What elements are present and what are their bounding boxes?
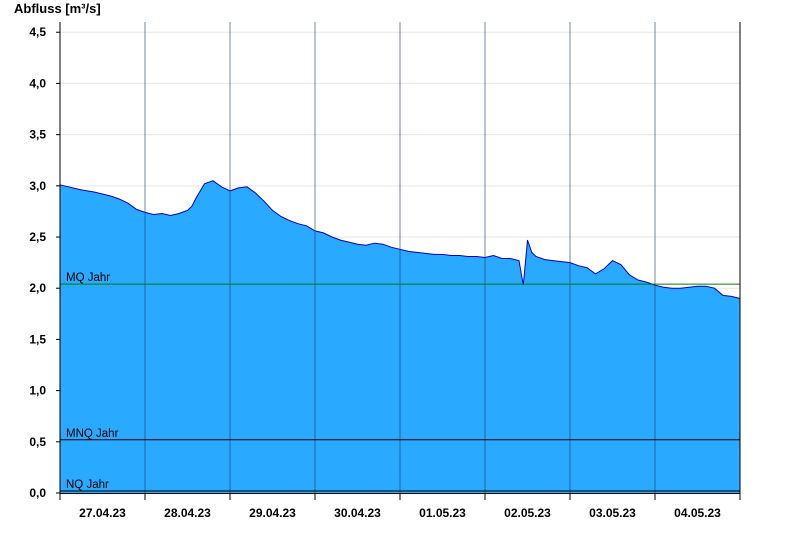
reference-label: NQ Jahr xyxy=(66,479,109,491)
day-dividers xyxy=(144,22,656,493)
discharge-line xyxy=(59,180,741,299)
x-tick-label: 27.04.23 xyxy=(79,506,126,520)
y-tick-label: 4,0 xyxy=(29,76,46,90)
y-tick-label: 2,0 xyxy=(29,281,46,295)
x-tick-label: 03.05.23 xyxy=(589,506,636,520)
x-tick-label: 28.04.23 xyxy=(164,506,211,520)
y-tick-label: 3,5 xyxy=(29,128,46,142)
y-tick-label: 4,5 xyxy=(29,25,46,39)
x-tick-label: 04.05.23 xyxy=(674,506,721,520)
x-tick-label: 29.04.23 xyxy=(249,506,296,520)
reference-label: MNQ Jahr xyxy=(66,428,119,440)
y-tick-label: 0,5 xyxy=(29,435,46,449)
y-axis-ticks: 0,0 0,5 1,0 1,5 2,0 2,5 3,0 3,5 4,0 4,5 xyxy=(29,25,60,500)
x-tick-label: 01.05.23 xyxy=(419,506,466,520)
x-axis-ticks: 27.04.23 28.04.23 29.04.23 30.04.23 01.05.23… xyxy=(59,493,741,520)
y-tick-label: 2,5 xyxy=(29,230,46,244)
chart-title: Abfluss [m³/s] xyxy=(14,1,101,16)
x-tick-label: 02.05.23 xyxy=(504,506,551,520)
y-tick-label: 1,5 xyxy=(29,332,46,346)
reference-label: MQ Jahr xyxy=(66,272,110,284)
reference-lines: MQ Jahr MNQ Jahr NQ Jahr xyxy=(60,272,740,492)
y-tick-label: 1,0 xyxy=(29,384,46,398)
x-tick-label: 30.04.23 xyxy=(334,506,381,520)
y-tick-label: 3,0 xyxy=(29,179,46,193)
y-tick-label: 0,0 xyxy=(29,486,46,500)
